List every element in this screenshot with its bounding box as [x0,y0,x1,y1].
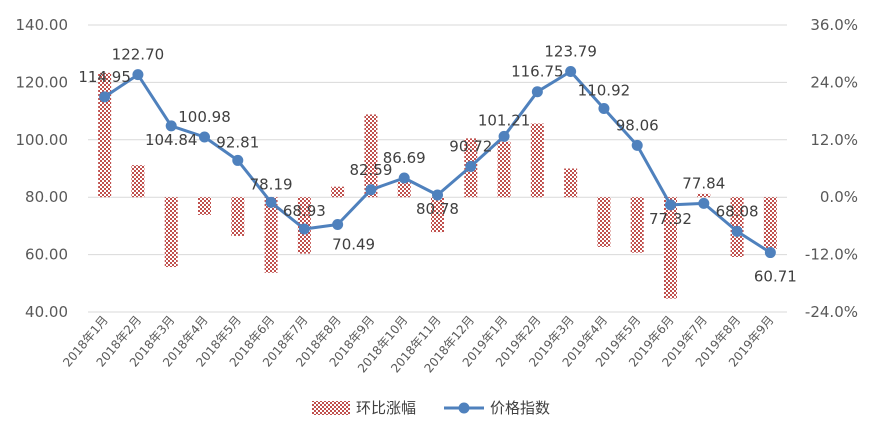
line-series [99,66,776,259]
right-tick-label: 12.0% [810,131,858,149]
data-label: 90.72 [449,137,492,155]
line-point [498,130,510,142]
line-point [332,218,344,230]
bar [364,114,378,198]
bar [630,197,644,253]
data-label: 101.21 [478,111,531,129]
left-tick-label: 80.00 [25,188,68,206]
bar [331,186,345,198]
line-point [665,199,676,211]
line-point [232,154,244,166]
line-point [165,120,177,132]
line-point [265,196,277,208]
left-tick-label: 140.00 [16,16,69,34]
data-label: 110.92 [578,81,631,99]
data-label: 82.59 [349,161,392,179]
data-label: 92.81 [216,133,259,151]
data-label: 122.70 [112,46,165,64]
line-point [432,189,443,201]
left-tick-label: 100.00 [16,131,69,149]
bar [763,197,777,249]
data-label: 60.71 [754,268,797,286]
legend-line-marker [458,402,470,414]
right-tick-label: -12.0% [805,246,858,264]
data-label: 77.32 [649,210,692,228]
bar [231,197,245,236]
data-label: 98.06 [616,116,659,134]
bar-series [98,72,777,299]
bar [198,197,211,215]
left-axis: 40.00 60.00 80.00 100.00 120.00 140.00 [16,16,69,321]
data-label: 70.49 [332,235,375,253]
right-tick-label: -24.0% [805,303,858,321]
line-point [631,139,643,151]
line-point [764,247,776,259]
bar [131,165,145,198]
left-tick-label: 120.00 [16,73,69,91]
bar [397,181,411,198]
data-labels: 114.95 122.70 104.84 100.98 92.81 78.19 68.93 7… [78,43,796,286]
data-label: 86.69 [383,149,426,167]
data-label: 123.79 [544,43,597,61]
right-axis: -24.0% -12.0% 0.0% 12.0% 24.0% 36.0% [805,16,858,321]
line-point [99,91,111,103]
bar [564,168,578,198]
line-point [698,197,710,209]
line-point [398,172,410,184]
bar [264,197,278,273]
data-label: 104.84 [145,131,198,149]
legend-bar-swatch [312,401,350,415]
left-tick-label: 60.00 [25,246,68,264]
line-point [465,160,477,172]
data-label: 68.93 [283,202,326,220]
bar [597,197,611,247]
x-axis: 2018年1月2018年2月2018年3月2018年4月2018年5月2018年… [60,313,776,375]
data-label: 100.98 [178,108,231,126]
right-tick-label: 0.0% [820,188,858,206]
line-point [199,131,210,143]
line-point [531,86,543,98]
line-point [298,223,310,235]
data-label: 77.84 [682,174,725,192]
legend-line-label: 价格指数 [490,399,550,417]
legend-bar-label: 环比涨幅 [356,399,416,417]
data-label: 80.78 [416,200,459,218]
legend: 环比涨幅 价格指数 [312,399,550,417]
right-tick-label: 24.0% [810,73,858,91]
bar [530,123,544,198]
gridlines [88,24,787,313]
bar [697,193,711,198]
bar [431,197,444,233]
data-label: 116.75 [511,63,564,81]
bar [164,197,178,268]
bar [497,141,511,198]
bar [664,197,677,299]
line-point [132,69,144,81]
data-label: 78.19 [250,175,293,193]
line-point [598,102,610,114]
bar [98,72,112,198]
line-point [365,184,377,196]
data-label: 114.95 [78,68,131,86]
data-label: 68.08 [716,202,759,220]
left-tick-label: 40.00 [25,303,68,321]
line-point [731,225,743,237]
line-point [565,66,577,78]
right-tick-label: 36.0% [810,16,858,34]
